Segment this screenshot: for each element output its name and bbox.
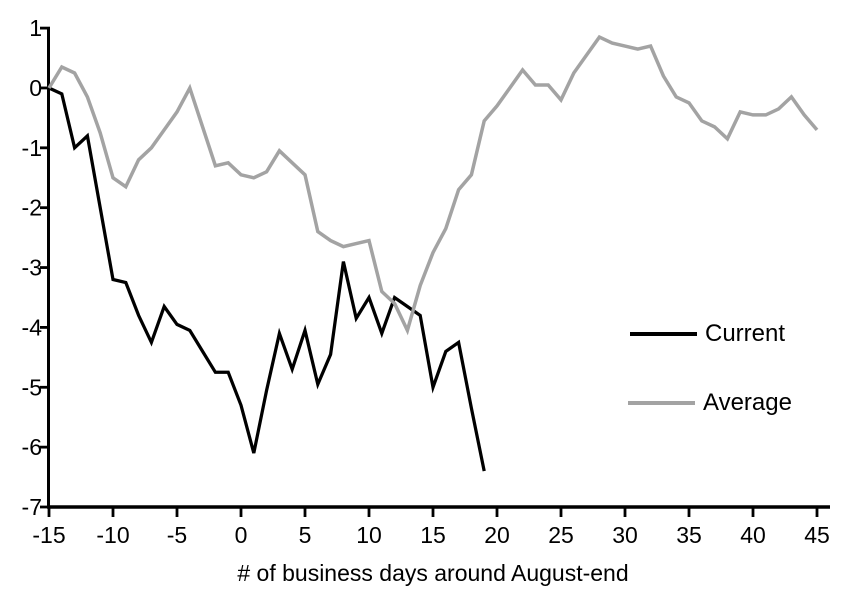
x-tick-label: 40 <box>740 522 766 548</box>
x-tick-label: 25 <box>548 522 574 548</box>
x-axis-title: # of business days around August-end <box>237 560 629 586</box>
x-tick-label: 20 <box>484 522 510 548</box>
y-tick-label: -4 <box>22 314 43 340</box>
x-tick-label: 35 <box>676 522 702 548</box>
x-tick-label: -10 <box>96 522 129 548</box>
y-tick-label: 1 <box>29 15 42 41</box>
current-line-swatch <box>630 332 697 336</box>
series-current-line <box>48 86 486 472</box>
y-tick-label: -1 <box>22 135 42 161</box>
average-line-swatch <box>628 401 695 405</box>
legend-item-current: Current <box>630 320 785 348</box>
x-tick-label: -15 <box>32 522 65 548</box>
y-tick-label: -7 <box>22 494 42 520</box>
legend-label-current: Current <box>705 320 786 347</box>
x-tick-label: 0 <box>235 522 248 548</box>
legend-label-average: Average <box>703 389 792 416</box>
series-average-line <box>47 34 819 336</box>
y-tick-label: -5 <box>22 374 42 400</box>
x-tick-label: 5 <box>299 522 312 548</box>
x-tick-label: 15 <box>420 522 446 548</box>
x-tick-label: 45 <box>804 522 830 548</box>
y-tick-label: -2 <box>22 195 42 221</box>
x-tick-label: -5 <box>167 522 187 548</box>
y-tick-label: -3 <box>22 255 42 281</box>
y-tick-label: -6 <box>22 434 42 460</box>
y-tick-label: 0 <box>29 75 42 101</box>
x-tick-label: 30 <box>612 522 638 548</box>
legend-item-average: Average <box>628 389 792 417</box>
x-tick-label: 10 <box>356 522 382 548</box>
